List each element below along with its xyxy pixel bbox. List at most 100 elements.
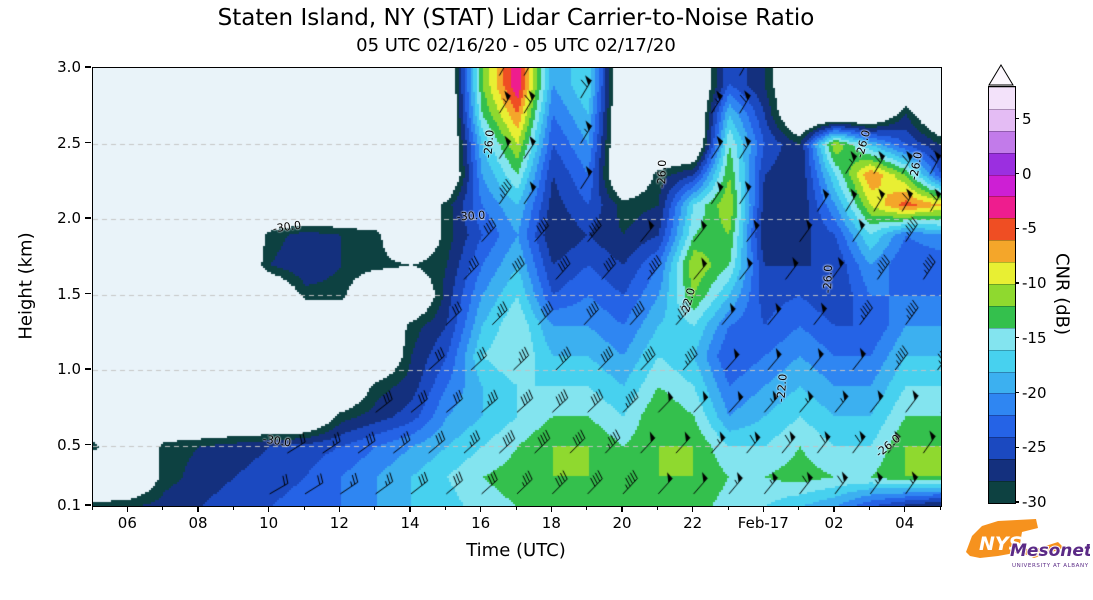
x-major-tick: [409, 506, 411, 512]
y-tick: [85, 217, 91, 219]
y-tick: [85, 66, 91, 68]
x-minor-tick: [444, 506, 446, 510]
colorbar-extend-arrow: [988, 64, 1014, 86]
nys-mesonet-logo: NYS Mesonet UNIVERSITY AT ALBANY: [966, 519, 1090, 569]
x-tick-label: 08: [188, 514, 208, 532]
x-tick-label: Feb-17: [737, 514, 789, 532]
x-tick-label: 04: [895, 514, 915, 532]
x-minor-tick: [727, 506, 729, 510]
x-tick-label: 12: [329, 514, 349, 532]
x-tick-label: 16: [471, 514, 491, 532]
colorbar-segment: [989, 240, 1015, 263]
colorbar-segment: [989, 196, 1015, 219]
y-axis-label: Height (km): [15, 232, 37, 340]
colorbar-tick: [1015, 118, 1019, 120]
x-major-tick: [621, 506, 623, 512]
x-major-tick: [268, 506, 270, 512]
x-minor-tick: [586, 506, 588, 510]
y-tick-label: 1.0: [57, 360, 81, 379]
colorbar-segment: [989, 305, 1015, 328]
colorbar-arrow-shape: [988, 64, 1014, 86]
x-axis-label: Time (UTC): [466, 540, 566, 561]
x-minor-tick: [162, 506, 164, 510]
colorbar-segment: [989, 284, 1015, 306]
x-major-tick: [338, 506, 340, 512]
colorbar-segment: [989, 415, 1015, 438]
x-tick-label: 02: [824, 514, 844, 532]
colorbar-segment: [989, 87, 1015, 109]
y-tick: [85, 292, 91, 295]
chart-subtitle: 05 UTC 02/16/20 - 05 UTC 02/17/20: [356, 35, 676, 56]
plot-area: -30.0 -30.0 -30.0 -26.0 -26.0 -22.0 -22.0 -26.0…: [92, 67, 942, 507]
y-tick: [85, 368, 91, 370]
colorbar-tick-label: -15: [1022, 328, 1047, 347]
logo-nys-text: NYS: [979, 533, 1022, 555]
colorbar-tick-label: 5: [1022, 109, 1032, 128]
colorbar-segment: [989, 437, 1015, 460]
colorbar-segment: [989, 349, 1015, 372]
chart-title: Staten Island, NY (STAT) Lidar Carrier-t…: [217, 5, 815, 31]
x-minor-tick: [868, 506, 870, 510]
colorbar-tick: [1015, 337, 1019, 339]
colorbar-tick-label: -10: [1022, 274, 1047, 293]
y-tick-label: 0.1: [57, 496, 81, 514]
x-major-tick: [904, 506, 906, 512]
x-tick-label: 18: [541, 514, 561, 532]
colorbar-tick-label: 0: [1022, 164, 1032, 183]
colorbar-tick-label: -30: [1022, 493, 1047, 511]
colorbar-segment: [989, 459, 1015, 482]
x-tick-label: 10: [259, 514, 279, 532]
colorbar-segment: [989, 262, 1015, 285]
y-tick-label: 3.0: [57, 58, 81, 76]
y-tick-label: 2.0: [57, 209, 81, 228]
y-tick-label: 1.5: [57, 284, 81, 303]
colorbar: [988, 86, 1016, 504]
colorbar-segment: [989, 371, 1015, 394]
colorbar-segment: [989, 393, 1015, 416]
logo-mesonet-text: Mesonet: [1010, 541, 1090, 561]
colorbar-tick-label: -25: [1022, 438, 1047, 457]
colorbar-tick: [1015, 282, 1019, 284]
colorbar-segment: [989, 152, 1015, 175]
x-minor-tick: [656, 506, 658, 510]
y-tick: [85, 504, 91, 506]
colorbar-segment: [989, 218, 1015, 241]
x-major-tick: [692, 506, 694, 512]
colorbar-tick: [1015, 227, 1019, 229]
x-major-tick: [833, 506, 835, 512]
x-minor-tick: [374, 506, 376, 510]
colorbar-segment: [989, 174, 1015, 197]
x-tick-label: 14: [400, 514, 420, 532]
colorbar-tick-label: -20: [1022, 383, 1047, 402]
x-major-tick: [126, 506, 128, 512]
colorbar-tick: [1015, 172, 1019, 175]
y-tick: [85, 141, 91, 144]
y-tick-label: 2.5: [57, 133, 81, 152]
x-minor-tick: [939, 506, 941, 510]
colorbar-segment: [989, 327, 1015, 350]
ny-state-shape: [966, 519, 1064, 558]
x-minor-tick: [515, 506, 517, 510]
colorbar-segment: [989, 481, 1015, 503]
colorbar-tick: [1015, 501, 1019, 503]
colorbar-tick: [1015, 446, 1019, 448]
x-minor-tick: [91, 506, 93, 510]
x-minor-tick: [232, 506, 234, 510]
colorbar-label: CNR (dB): [1051, 252, 1073, 336]
x-major-tick: [762, 506, 764, 512]
x-major-tick: [550, 506, 552, 512]
x-minor-tick: [303, 506, 305, 510]
x-major-tick: [197, 506, 199, 512]
colorbar-segment: [989, 108, 1015, 131]
colorbar-tick: [1015, 391, 1019, 394]
colorbar-tick-label: -5: [1022, 219, 1037, 238]
cnr-heatmap-canvas: [93, 68, 941, 506]
x-tick-label: 20: [612, 514, 632, 532]
x-major-tick: [480, 506, 482, 512]
x-tick-label: 06: [117, 514, 137, 532]
y-tick-label: 0.5: [57, 435, 81, 454]
y-tick: [85, 443, 91, 446]
x-minor-tick: [798, 506, 800, 510]
colorbar-segment: [989, 130, 1015, 153]
